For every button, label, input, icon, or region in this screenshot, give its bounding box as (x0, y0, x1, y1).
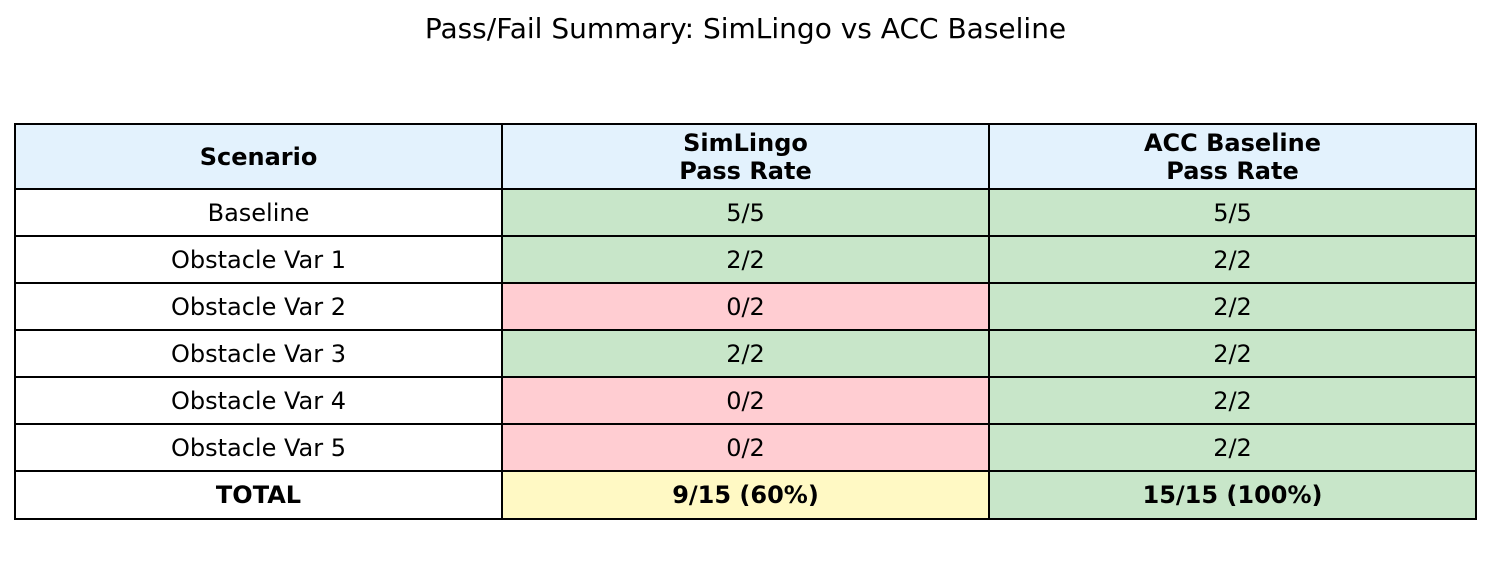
scenario-cell: Obstacle Var 3 (14, 329, 503, 378)
total-label-cell: TOTAL (14, 470, 503, 520)
header-acc-baseline-pass-rate: ACC Baseline Pass Rate (988, 123, 1477, 190)
scenario-cell: Obstacle Var 4 (14, 376, 503, 425)
summary-table: Scenario SimLingo Pass Rate ACC Baseline… (14, 123, 1477, 520)
acc-pass-rate-cell: 2/2 (988, 423, 1477, 472)
simlingo-pass-rate-cell: 0/2 (501, 282, 990, 331)
simlingo-pass-rate-cell: 0/2 (501, 423, 990, 472)
scenario-cell: Baseline (14, 188, 503, 237)
header-simlingo-pass-rate: SimLingo Pass Rate (501, 123, 990, 190)
total-row: TOTAL 9/15 (60%) 15/15 (100%) (14, 470, 1477, 520)
header-row: Scenario SimLingo Pass Rate ACC Baseline… (14, 123, 1477, 190)
scenario-cell: Obstacle Var 5 (14, 423, 503, 472)
scenario-cell: Obstacle Var 2 (14, 282, 503, 331)
acc-pass-rate-cell: 5/5 (988, 188, 1477, 237)
table-row-obstacle-var-2: Obstacle Var 2 0/2 2/2 (14, 282, 1477, 331)
acc-pass-rate-cell: 2/2 (988, 282, 1477, 331)
acc-pass-rate-cell: 2/2 (988, 376, 1477, 425)
table-row-obstacle-var-1: Obstacle Var 1 2/2 2/2 (14, 235, 1477, 284)
table-row-obstacle-var-5: Obstacle Var 5 0/2 2/2 (14, 423, 1477, 472)
table-header: Scenario SimLingo Pass Rate ACC Baseline… (14, 123, 1477, 190)
chart-title: Pass/Fail Summary: SimLingo vs ACC Basel… (424, 12, 1067, 45)
simlingo-pass-rate-cell: 2/2 (501, 235, 990, 284)
table-row-baseline: Baseline 5/5 5/5 (14, 188, 1477, 237)
acc-pass-rate-cell: 2/2 (988, 329, 1477, 378)
table-row-obstacle-var-3: Obstacle Var 3 2/2 2/2 (14, 329, 1477, 378)
scenario-cell: Obstacle Var 1 (14, 235, 503, 284)
simlingo-pass-rate-cell: 5/5 (501, 188, 990, 237)
table-row-obstacle-var-4: Obstacle Var 4 0/2 2/2 (14, 376, 1477, 425)
table-body: Baseline 5/5 5/5 Obstacle Var 1 2/2 2/2 … (14, 188, 1477, 520)
simlingo-pass-rate-cell: 2/2 (501, 329, 990, 378)
acc-pass-rate-cell: 2/2 (988, 235, 1477, 284)
simlingo-pass-rate-cell: 0/2 (501, 376, 990, 425)
total-acc-cell: 15/15 (100%) (988, 470, 1477, 520)
total-simlingo-cell: 9/15 (60%) (501, 470, 990, 520)
header-scenario: Scenario (14, 123, 503, 190)
